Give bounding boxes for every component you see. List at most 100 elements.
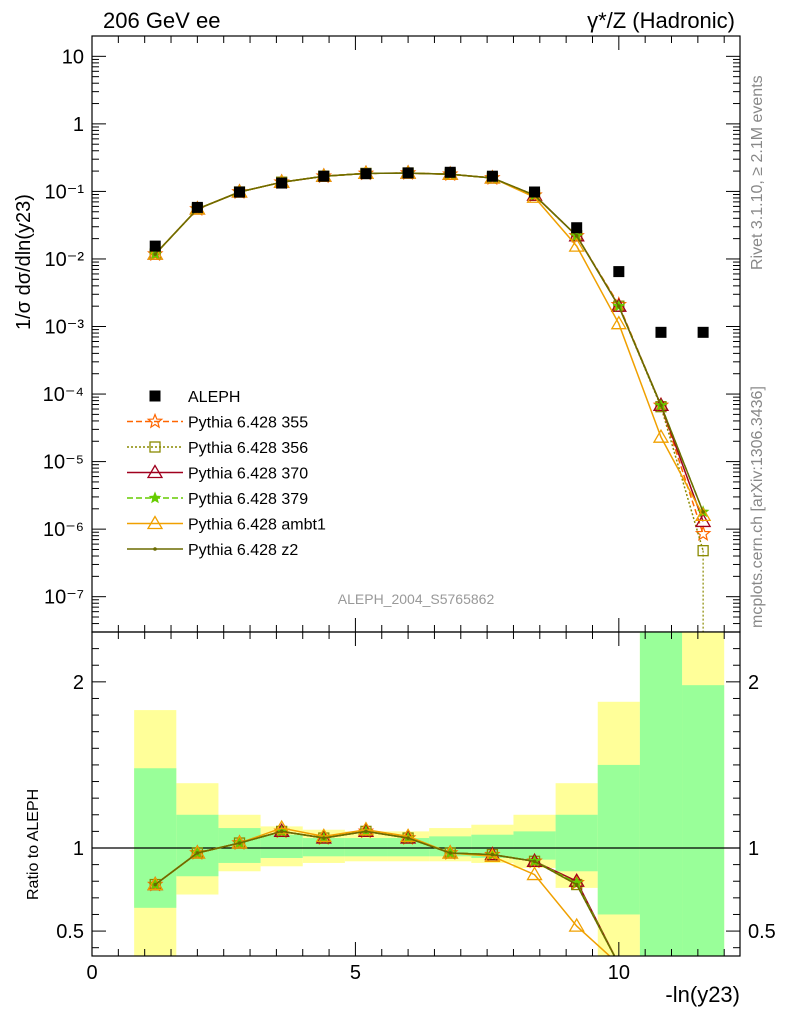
header-energy-label: 206 GeV ee xyxy=(103,8,220,33)
main-y-tick-label: 1 xyxy=(73,114,84,136)
data-point-4 xyxy=(318,170,330,182)
x-tick-label: 10 xyxy=(608,962,630,984)
ratio-y-tick-label-left: 1 xyxy=(73,838,84,860)
data-point-2 xyxy=(234,186,246,198)
ratio-y-tick-label-right: 1 xyxy=(748,838,759,860)
legend-marker-0 xyxy=(146,412,164,429)
series-marker-5-11 xyxy=(617,304,621,308)
rivet-label: Rivet 3.1.10, ≥ 2.1M events xyxy=(749,75,766,270)
legend-marker-2 xyxy=(146,464,164,479)
ratio-y-tick-label-right: 0.5 xyxy=(748,921,776,943)
ratio-line-5 xyxy=(154,830,616,956)
header-process-label: γ*/Z (Hadronic) xyxy=(587,8,735,33)
ratio-marker-5-10 xyxy=(574,882,579,887)
ratio-marker-5-9 xyxy=(532,859,537,864)
series-marker-5-12 xyxy=(659,403,663,408)
legend-label-4: Pythia 6.428 ambt1 xyxy=(188,517,326,534)
legend-data-marker xyxy=(149,390,161,402)
legend-marker-1 xyxy=(149,441,161,453)
ratio-marker-5-7 xyxy=(448,851,453,855)
ratio-marker-4-0 xyxy=(147,876,164,891)
ratio-marker-4-4 xyxy=(315,828,332,843)
main-y-tick-label: 10⁻³ xyxy=(45,317,85,339)
data-point-6 xyxy=(402,167,414,179)
band-green-12 xyxy=(639,632,683,956)
data-point-9 xyxy=(529,186,541,198)
series-marker-5-10 xyxy=(574,234,579,238)
mcplots-label: mcplots.cern.ch [arXiv:1306.3436] xyxy=(749,386,766,628)
ratio-marker-4-10 xyxy=(568,917,585,932)
ratio-y-tick-label-left: 0.5 xyxy=(56,921,84,943)
ratio-marker-5-1 xyxy=(195,851,200,855)
data-point-7 xyxy=(444,166,456,178)
legend-data-label: ALEPH xyxy=(188,389,240,406)
ratio-frame xyxy=(91,631,741,957)
ratio-marker-5-6 xyxy=(406,836,410,840)
band-green-11 xyxy=(597,764,640,915)
series-line-4 xyxy=(154,172,704,516)
main-y-axis-title-text: 1/σ dσ/dln(y23) xyxy=(13,194,35,330)
band-green-5 xyxy=(344,838,388,857)
x-tick-label: 0 xyxy=(86,962,97,984)
series-marker-4-11 xyxy=(610,315,627,330)
ratio-y-tick-label-left: 2 xyxy=(73,672,84,694)
legend-marker-3 xyxy=(148,491,162,504)
data-point-5 xyxy=(360,168,372,180)
main-y-tick-label: 10⁻¹ xyxy=(45,181,85,203)
legend-label-2: Pythia 6.428 370 xyxy=(188,466,308,483)
legend-label-5: Pythia 6.428 z2 xyxy=(188,542,298,559)
ratio-marker-5-2 xyxy=(237,841,242,845)
main-panel-plot-area xyxy=(146,164,712,632)
series-marker-0-13 xyxy=(694,525,712,541)
main-y-tick-label: 10⁻⁵ xyxy=(43,452,84,474)
band-green-10 xyxy=(555,814,598,872)
main-y-tick-label: 10 xyxy=(62,46,84,68)
data-point-13 xyxy=(697,326,709,338)
main-panel-axes: 10⁻⁷ 10⁻⁶ 10⁻⁵ 10⁻⁴ 10⁻³ 10⁻² 10⁻¹ 1 10 xyxy=(43,35,741,633)
ratio-marker-5-0 xyxy=(153,882,158,887)
analysis-id-label: ALEPH_2004_S5765862 xyxy=(338,591,495,607)
series-marker-4-13 xyxy=(694,507,712,522)
main-y-tick-label: 10⁻² xyxy=(45,249,85,271)
ratio-marker-5-5 xyxy=(364,829,368,834)
series-line-3 xyxy=(154,172,704,513)
band-green-6 xyxy=(387,838,430,857)
legend-marker-5 xyxy=(153,547,157,551)
band-green-4 xyxy=(302,838,345,857)
data-point-10 xyxy=(571,222,583,234)
series-marker-4-10 xyxy=(568,237,585,252)
main-y-tick-label: 10⁻⁷ xyxy=(44,587,84,609)
ratio-panel-plot-area xyxy=(92,632,740,956)
data-point-8 xyxy=(486,170,498,182)
ratio-panel-axes: 0.5 0.5 1 1 2 2 0 5 10 xyxy=(56,631,776,984)
series-marker-5-13 xyxy=(701,510,705,514)
legend-label-3: Pythia 6.428 379 xyxy=(188,491,308,508)
data-point-1 xyxy=(191,201,203,213)
ratio-marker-5-3 xyxy=(279,829,284,834)
x-axis-title: -ln(y23) xyxy=(665,982,740,1007)
ratio-y-axis-title: Ratio to ALEPH xyxy=(25,789,42,900)
data-point-11 xyxy=(613,266,625,278)
series-marker-4-12 xyxy=(652,428,670,443)
main-y-tick-label: 10⁻⁴ xyxy=(43,384,84,406)
main-y-tick-label: 10⁻⁶ xyxy=(43,519,84,541)
ratio-marker-4-9 xyxy=(526,866,543,881)
ratio-marker-5-4 xyxy=(322,836,326,840)
data-point-12 xyxy=(655,326,667,338)
legend: ALEPH Pythia 6.428 355 Pythia 6.428 356 Pyt… xyxy=(127,389,326,559)
legend-label-0: Pythia 6.428 355 xyxy=(188,415,308,432)
ratio-y-tick-label-right: 2 xyxy=(748,672,759,694)
series-line-5 xyxy=(154,172,704,513)
x-tick-label: 5 xyxy=(350,962,361,984)
band-green-3 xyxy=(260,834,303,858)
ratio-marker-5-8 xyxy=(490,852,495,857)
data-point-0 xyxy=(149,240,161,252)
main-y-axis-title: 1/σ dσ/dln(y23) xyxy=(13,194,35,330)
ratio-marker-4-5 xyxy=(357,821,375,836)
data-point-3 xyxy=(276,177,288,189)
ratio-marker-4-6 xyxy=(399,828,417,843)
series-marker-4-0 xyxy=(147,245,164,260)
band-green-13 xyxy=(682,685,725,956)
legend-marker-4 xyxy=(146,515,164,530)
